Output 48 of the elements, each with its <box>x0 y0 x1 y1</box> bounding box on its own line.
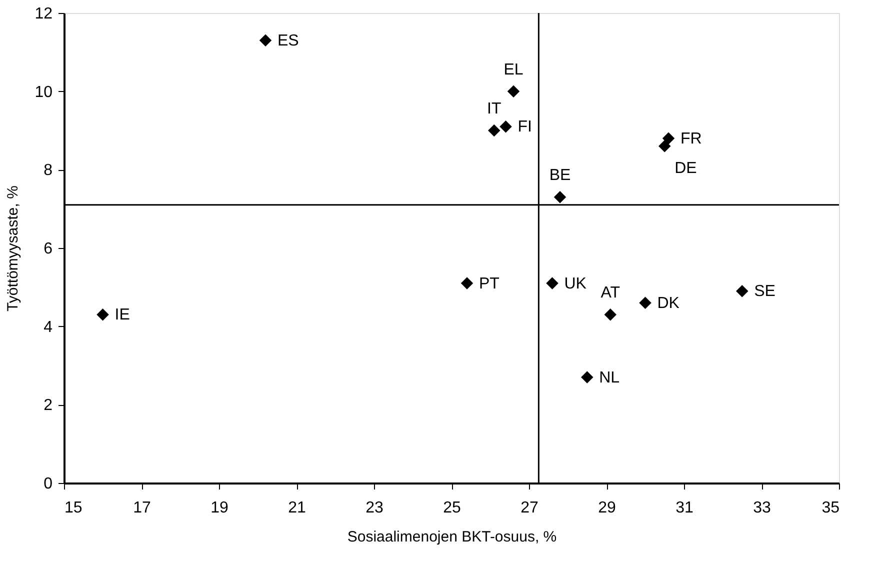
annotation: DE <box>674 160 697 178</box>
annotation: AT <box>600 284 620 302</box>
point <box>546 277 558 290</box>
x-tick-label: 31 <box>676 500 694 516</box>
x-tick-label: 29 <box>598 500 616 516</box>
y-axis-title: Työttömyysaste, % <box>4 186 22 312</box>
x-tick-label: 15 <box>64 500 82 516</box>
point <box>488 124 500 137</box>
point <box>259 34 272 47</box>
annotation: IE <box>114 306 130 324</box>
annotation: FR <box>680 130 702 148</box>
y-tick-label: 8 <box>44 162 53 180</box>
x-tick-label: 35 <box>822 500 840 516</box>
y-tick-label: 2 <box>44 397 53 414</box>
y-tick-label: 6 <box>44 240 53 258</box>
x-tick-label: 17 <box>133 500 151 516</box>
annotation: IT <box>487 100 502 118</box>
point <box>507 85 520 98</box>
x-tick-label: 19 <box>210 500 228 516</box>
point <box>500 120 512 133</box>
point <box>460 277 474 290</box>
annotation: UK <box>564 275 587 292</box>
annotation: ES <box>278 32 299 50</box>
y-tick-label: 4 <box>44 318 53 336</box>
y-tick-label: 12 <box>34 6 53 22</box>
annotation: SE <box>754 283 776 300</box>
x-tick-label: 23 <box>366 500 384 516</box>
annotation: FI <box>518 118 532 136</box>
x-tick-label: 25 <box>443 500 461 516</box>
x-tick-label: 21 <box>288 500 306 516</box>
point <box>639 296 652 309</box>
point <box>554 190 566 204</box>
point <box>658 140 671 152</box>
point <box>604 308 616 321</box>
y-tick-label: 0 <box>44 476 53 492</box>
annotation: DK <box>657 294 680 312</box>
annotation: EL <box>504 61 524 78</box>
x-tick-label: 27 <box>520 500 538 516</box>
y-tick-label: 10 <box>34 84 53 101</box>
x-tick-label: 33 <box>753 500 771 516</box>
point <box>581 371 594 384</box>
point <box>96 308 109 321</box>
annotation: NL <box>599 369 620 386</box>
annotation: PT <box>479 275 500 292</box>
point <box>736 284 748 298</box>
point <box>662 132 675 144</box>
x-axis-title: Sosiaalimenojen BKT-osuus, % <box>347 528 557 546</box>
annotation: BE <box>549 167 571 184</box>
